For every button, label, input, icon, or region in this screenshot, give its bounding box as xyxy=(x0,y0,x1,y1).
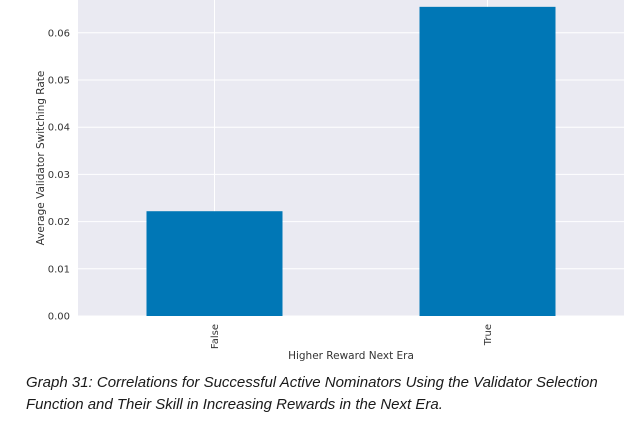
figure-caption: Graph 31: Correlations for Successful Ac… xyxy=(26,374,598,413)
y-tick-label: 0.03 xyxy=(48,170,70,181)
y-tick-label: 0.02 xyxy=(48,217,70,228)
y-tick-label: 0.00 xyxy=(48,312,70,323)
x-axis-label: Higher Reward Next Era xyxy=(288,350,414,362)
x-tick-labels: False True xyxy=(210,324,494,349)
y-tick-label: 0.04 xyxy=(48,123,70,134)
bar-chart: 0.00 0.01 0.02 0.03 0.04 0.05 0.06 False True H… xyxy=(35,0,624,362)
y-axis-label: Average Validator Switching Rate xyxy=(35,71,47,246)
bar-true xyxy=(419,6,556,317)
y-tick-labels: 0.00 0.01 0.02 0.03 0.04 0.05 0.06 xyxy=(48,28,70,322)
y-tick-label: 0.01 xyxy=(48,264,70,275)
y-tick-label: 0.05 xyxy=(48,76,70,87)
y-tick-label: 0.06 xyxy=(48,28,70,39)
x-tick-label: True xyxy=(483,324,494,346)
bars xyxy=(146,6,556,317)
x-tick-label: False xyxy=(210,324,221,349)
bar-false xyxy=(146,211,283,316)
